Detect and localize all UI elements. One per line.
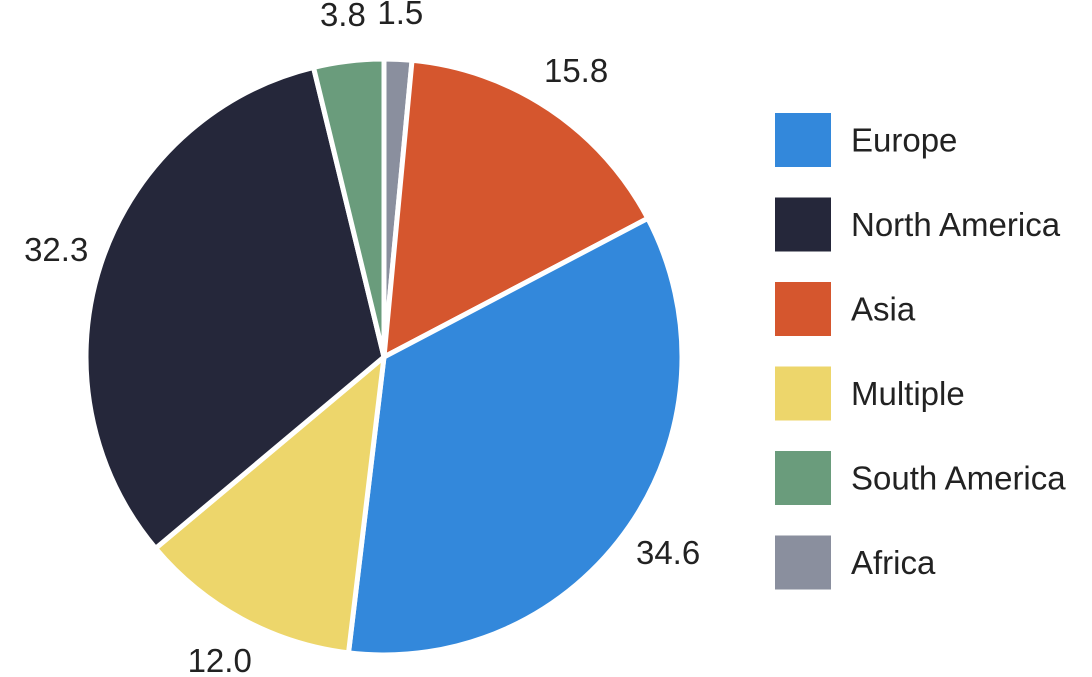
data-label-europe: 34.6 bbox=[636, 534, 700, 571]
legend-label-africa: Africa bbox=[851, 544, 936, 581]
legend-swatch-asia bbox=[775, 282, 831, 336]
legend-swatch-europe bbox=[775, 113, 831, 167]
legend-item-south-america: South America bbox=[775, 451, 1066, 505]
data-label-asia: 15.8 bbox=[544, 52, 608, 89]
legend-label-europe: Europe bbox=[851, 122, 957, 159]
data-label-south-america: 3.8 bbox=[320, 0, 366, 33]
legend-label-south-america: South America bbox=[851, 460, 1066, 497]
legend-swatch-africa bbox=[775, 535, 831, 590]
legend-label-multiple: Multiple bbox=[851, 375, 965, 412]
pie-slice-europe bbox=[346, 215, 685, 658]
legend-item-europe: Europe bbox=[775, 113, 957, 167]
legend-label-north-america: North America bbox=[851, 206, 1061, 243]
legend-swatch-south-america bbox=[775, 451, 831, 505]
data-labels: 1.5 15.8 34.6 12.0 32.3 3.8 bbox=[24, 0, 700, 677]
pie-slice-multiple bbox=[153, 354, 387, 656]
pie-slices bbox=[83, 56, 685, 658]
data-label-africa: 1.5 bbox=[377, 0, 423, 31]
legend-item-multiple: Multiple bbox=[775, 366, 965, 421]
pie-slice-south-america bbox=[311, 56, 387, 360]
data-label-multiple: 12.0 bbox=[188, 642, 252, 677]
pie-slice-asia bbox=[381, 57, 651, 360]
legend-swatch-multiple bbox=[775, 366, 831, 421]
legend-item-africa: Africa bbox=[775, 535, 936, 590]
data-label-north-america: 32.3 bbox=[24, 231, 88, 268]
legend-item-north-america: North America bbox=[775, 197, 1061, 252]
legend-item-asia: Asia bbox=[775, 282, 916, 336]
legend-swatch-north-america bbox=[775, 197, 831, 252]
legend-label-asia: Asia bbox=[851, 291, 916, 328]
legend: Europe North America Asia Multiple South Ame… bbox=[775, 113, 1066, 590]
pie-slice-north-america bbox=[83, 64, 387, 551]
